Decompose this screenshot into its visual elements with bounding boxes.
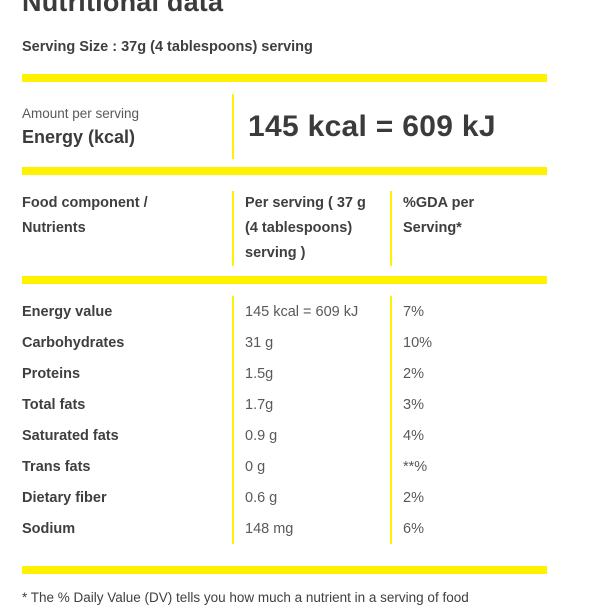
table-row: Trans fats 0 g **% [22, 451, 547, 482]
nutrient-name: Trans fats [22, 458, 91, 475]
divider-bar [22, 566, 547, 574]
daily-value-footnote: * The % Daily Value (DV) tells you how m… [22, 590, 469, 605]
divider-bar [22, 167, 547, 175]
header-gda: %GDA per Serving* [390, 191, 547, 266]
nutrient-name: Energy value [22, 303, 113, 320]
nutrient-gda: 7% [390, 296, 547, 327]
nutrient-name: Total fats [22, 396, 86, 413]
nutrient-name: Saturated fats [22, 427, 119, 444]
amount-per-serving-label: Amount per serving [22, 105, 140, 121]
table-row: Saturated fats 0.9 g 4% [22, 420, 547, 451]
energy-kcal-label: Energy (kcal) [22, 126, 136, 147]
nutrient-gda: 3% [390, 389, 547, 420]
energy-summary-labels: Amount per serving Energy (kcal) [22, 94, 232, 159]
nutrient-name: Carbohydrates [22, 334, 125, 351]
serving-size-text: Serving Size : 37g (4 tablespoons) servi… [22, 39, 313, 55]
header-per-serving: Per serving ( 37 g (4 tablespoons) servi… [232, 191, 390, 266]
nutrient-amount: 1.5g [232, 358, 390, 389]
page-title: Nutritional data [22, 0, 224, 17]
nutrient-gda: 2% [390, 358, 547, 389]
table-row: Sodium 148 mg 6% [22, 513, 547, 544]
nutrient-gda: 6% [390, 513, 547, 544]
table-row: Carbohydrates 31 g 10% [22, 327, 547, 358]
table-header-row: Food component / Nutrients Per serving (… [22, 191, 547, 270]
nutrient-gda: 2% [390, 482, 547, 513]
nutrient-amount: 31 g [232, 327, 390, 358]
nutrient-name: Proteins [22, 365, 81, 382]
divider-bar [22, 276, 547, 284]
table-row: Dietary fiber 0.6 g 2% [22, 482, 547, 513]
energy-summary-section: Amount per serving Energy (kcal) 145 kca… [22, 94, 547, 159]
nutrient-table-body: Energy value 145 kcal = 609 kJ 7% Carboh… [22, 296, 547, 544]
nutrient-amount: 0.9 g [232, 420, 390, 451]
divider-bar [22, 74, 547, 82]
nutrition-label: Nutritional data Serving Size : 37g (4 t… [22, 0, 547, 605]
nutrient-amount: 1.7g [232, 389, 390, 420]
header-food-component: Food component / Nutrients [22, 195, 148, 236]
nutrient-name: Dietary fiber [22, 489, 107, 506]
nutrient-gda: 10% [390, 327, 547, 358]
nutrient-amount: 0.6 g [232, 482, 390, 513]
nutrient-amount: 148 mg [232, 513, 390, 544]
energy-value: 145 kcal = 609 kJ [232, 94, 547, 159]
nutrient-gda: **% [390, 451, 547, 482]
table-row: Energy value 145 kcal = 609 kJ 7% [22, 296, 547, 327]
table-row: Proteins 1.5g 2% [22, 358, 547, 389]
nutrient-amount: 145 kcal = 609 kJ [232, 296, 390, 327]
table-row: Total fats 1.7g 3% [22, 389, 547, 420]
nutrient-gda: 4% [390, 420, 547, 451]
nutrient-name: Sodium [22, 520, 76, 537]
nutrient-amount: 0 g [232, 451, 390, 482]
